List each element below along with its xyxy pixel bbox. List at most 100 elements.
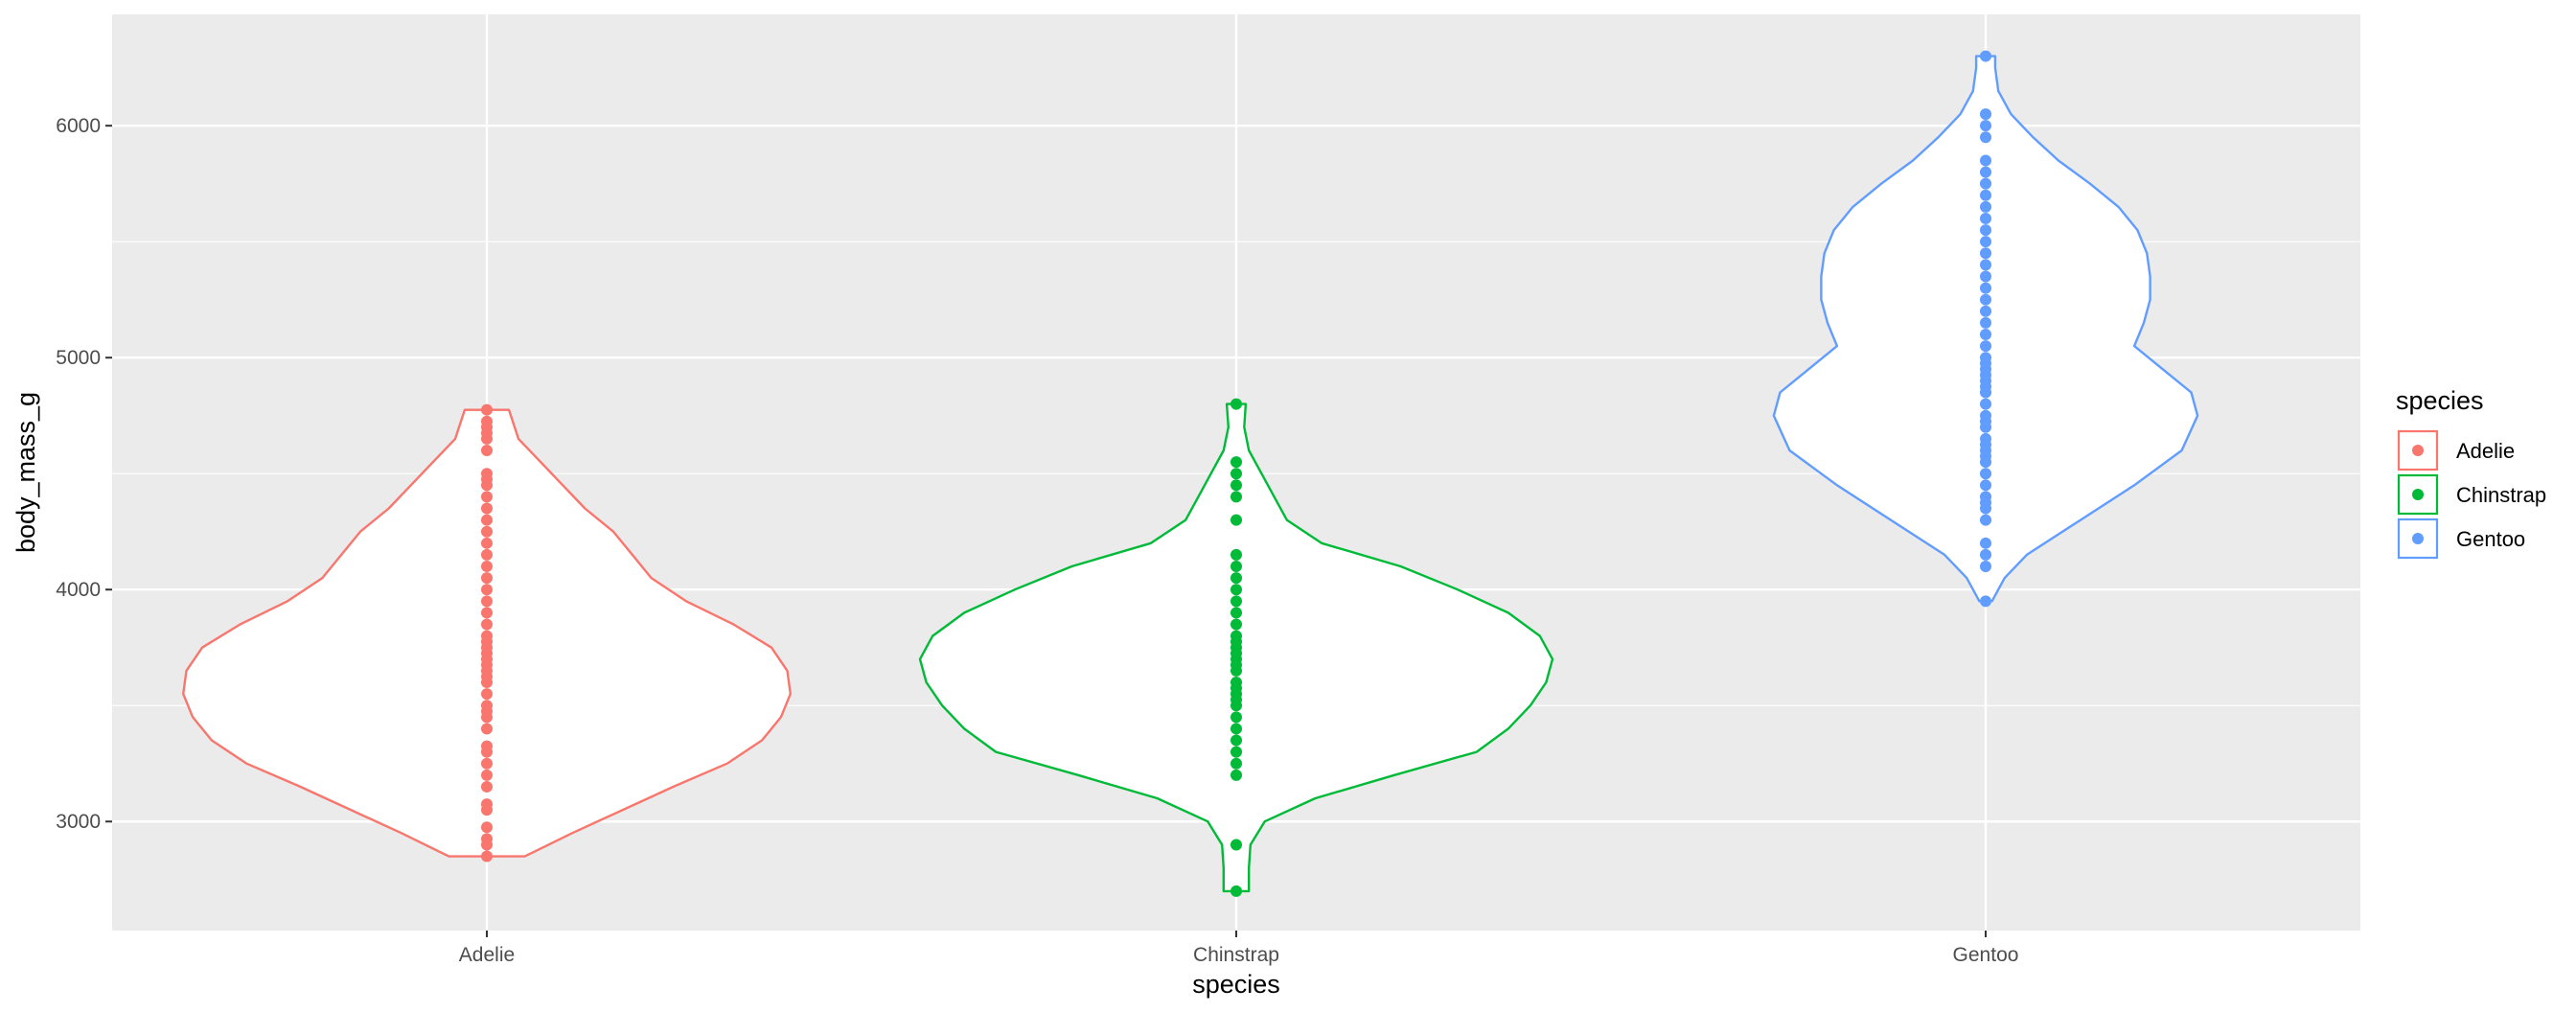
violin-gentoo — [1772, 55, 2199, 603]
data-point-chinstrap — [1230, 734, 1242, 747]
data-point-gentoo — [1980, 189, 1991, 201]
data-point-gentoo — [1980, 561, 1991, 573]
data-point-adelie — [481, 445, 493, 457]
data-point-gentoo — [1980, 131, 1991, 144]
data-point-gentoo — [1980, 120, 1991, 132]
y-tick-label: 4000 — [56, 579, 101, 601]
legend-label-adelie: Adelie — [2456, 439, 2515, 463]
data-point-gentoo — [1980, 468, 1991, 480]
data-point-chinstrap — [1230, 757, 1242, 770]
data-point-gentoo — [1980, 479, 1991, 492]
legend-title: species — [2396, 386, 2484, 415]
data-point-gentoo — [1980, 409, 1991, 422]
data-point-chinstrap — [1230, 398, 1242, 410]
data-point-gentoo — [1980, 432, 1991, 445]
data-point-chinstrap — [1230, 514, 1242, 526]
data-point-adelie — [481, 757, 493, 770]
data-point-chinstrap — [1230, 468, 1242, 480]
y-tick-label: 3000 — [56, 811, 101, 833]
data-point-adelie — [481, 700, 493, 712]
data-point-chinstrap — [1230, 711, 1242, 724]
data-point-adelie — [481, 525, 493, 538]
legend-key-chinstrap — [2397, 473, 2439, 516]
data-point-gentoo — [1980, 491, 1991, 503]
data-point-chinstrap — [1230, 746, 1242, 758]
data-point-gentoo — [1980, 316, 1991, 329]
data-point-gentoo — [1980, 154, 1991, 167]
data-point-adelie — [481, 514, 493, 526]
data-point-adelie — [481, 415, 493, 427]
data-point-chinstrap — [1230, 607, 1242, 619]
data-point-gentoo — [1980, 259, 1991, 271]
data-point-gentoo — [1980, 537, 1991, 549]
data-point-chinstrap — [1230, 723, 1242, 735]
data-point-gentoo — [1980, 200, 1991, 213]
data-point-adelie — [481, 798, 493, 811]
data-point-gentoo — [1980, 108, 1991, 121]
data-point-adelie — [481, 491, 493, 503]
data-point-gentoo — [1980, 166, 1991, 178]
data-point-chinstrap — [1230, 584, 1242, 596]
x-tick-label: Gentoo — [1953, 944, 2019, 966]
x-tick-label: Chinstrap — [1193, 944, 1279, 966]
data-point-adelie — [481, 833, 493, 845]
data-point-adelie — [481, 468, 493, 480]
legend: species Adelie Chinstrap Gentoo — [2396, 386, 2546, 560]
data-point-gentoo — [1980, 305, 1991, 317]
data-point-gentoo — [1980, 293, 1991, 306]
data-point-gentoo — [1980, 282, 1991, 294]
data-point-adelie — [481, 723, 493, 735]
data-point-chinstrap — [1230, 839, 1242, 851]
data-point-gentoo — [1980, 270, 1991, 283]
legend-label-chinstrap: Chinstrap — [2456, 483, 2546, 507]
data-point-gentoo — [1980, 595, 1991, 608]
data-point-adelie — [481, 502, 493, 515]
data-point-chinstrap — [1230, 618, 1242, 631]
data-point-gentoo — [1980, 212, 1991, 224]
data-point-chinstrap — [1230, 630, 1242, 642]
y-tick-label: 6000 — [56, 115, 101, 137]
data-points — [481, 50, 1991, 897]
data-point-adelie — [481, 584, 493, 596]
data-point-chinstrap — [1230, 677, 1242, 689]
legend-key-point — [2412, 533, 2424, 544]
data-point-gentoo — [1980, 247, 1991, 260]
data-point-gentoo — [1980, 352, 1991, 364]
data-point-adelie — [481, 595, 493, 608]
x-axis-title: species — [1192, 970, 1280, 999]
data-point-gentoo — [1980, 50, 1991, 62]
y-axis-title: body_mass_g — [12, 392, 40, 553]
data-point-gentoo — [1980, 236, 1991, 248]
data-point-adelie — [481, 740, 493, 752]
data-point-chinstrap — [1230, 548, 1242, 561]
data-point-adelie — [481, 821, 493, 834]
data-point-chinstrap — [1230, 885, 1242, 897]
y-tick-label: 5000 — [56, 347, 101, 369]
data-point-adelie — [481, 548, 493, 561]
data-point-chinstrap — [1230, 595, 1242, 608]
data-point-gentoo — [1980, 224, 1991, 237]
data-point-chinstrap — [1230, 491, 1242, 503]
data-point-adelie — [481, 537, 493, 549]
data-point-adelie — [481, 688, 493, 701]
data-point-adelie — [481, 572, 493, 585]
x-axis: Adelie Chinstrap Gentoo — [459, 931, 2019, 966]
data-point-gentoo — [1980, 328, 1991, 340]
data-point-chinstrap — [1230, 561, 1242, 573]
legend-label-gentoo: Gentoo — [2456, 527, 2525, 551]
x-tick-label: Adelie — [459, 944, 515, 966]
data-point-adelie — [481, 780, 493, 793]
legend-key-point — [2412, 489, 2424, 500]
data-point-adelie — [481, 630, 493, 642]
legend-key-point — [2412, 445, 2424, 456]
data-point-chinstrap — [1230, 479, 1242, 492]
data-point-adelie — [481, 561, 493, 573]
data-point-chinstrap — [1230, 456, 1242, 469]
data-point-adelie — [481, 618, 493, 631]
data-point-gentoo — [1980, 340, 1991, 353]
y-axis: 3000 4000 5000 6000 — [56, 115, 112, 833]
data-point-gentoo — [1980, 177, 1991, 190]
data-point-gentoo — [1980, 548, 1991, 561]
data-point-chinstrap — [1230, 769, 1242, 781]
